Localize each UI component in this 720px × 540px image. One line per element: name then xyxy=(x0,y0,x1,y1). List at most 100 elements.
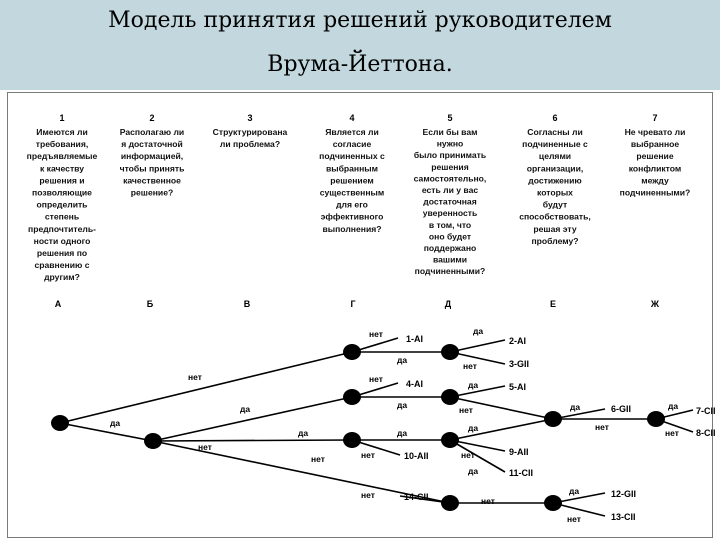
slide-title-line-2: Врума-Йеттона. xyxy=(267,52,453,77)
question-number: 6 xyxy=(552,113,557,123)
decision-node xyxy=(441,432,459,448)
title-band xyxy=(0,0,720,90)
question-text-line: нужно xyxy=(437,139,464,149)
no-label: нет xyxy=(595,422,609,432)
question-text-line: я достаточной xyxy=(121,139,183,149)
question-4: 4 Является ли согласие подчиненных с выбранн… xyxy=(319,113,385,234)
no-label: нет xyxy=(459,405,473,415)
outcome-label: 6-GII xyxy=(611,404,631,414)
question-text-line: подчиненными? xyxy=(415,266,486,276)
yes-label: да xyxy=(468,466,478,476)
tree-edge xyxy=(59,351,353,424)
outcome-label: 9-AII xyxy=(509,447,529,457)
question-text-line: Не чревато ли xyxy=(625,127,686,137)
question-text-line: решение xyxy=(636,151,673,161)
no-label: нет xyxy=(369,329,383,339)
tree-edge xyxy=(59,422,154,442)
column-label: Д xyxy=(445,299,452,309)
question-text-line: для его xyxy=(336,200,368,210)
question-text-line: степень xyxy=(45,212,79,222)
question-text-line: Если бы вам xyxy=(423,127,478,137)
question-text-line: предпочтитель- xyxy=(28,224,96,234)
tree-edge xyxy=(152,396,353,442)
outcome-label: 4-AI xyxy=(406,379,423,389)
column-label: Ж xyxy=(650,299,660,309)
question-text-line: подчиненными? xyxy=(620,188,691,198)
yes-label: да xyxy=(668,401,678,411)
yes-label: да xyxy=(569,486,579,496)
decision-node xyxy=(544,411,562,427)
outcome-label: 5-AI xyxy=(509,382,526,392)
outcome-label: 11-CII xyxy=(509,468,533,478)
yes-label: да xyxy=(473,326,483,336)
tree-edge xyxy=(152,439,353,442)
question-text-line: подчиненные с xyxy=(522,139,588,149)
question-text-line: целями xyxy=(539,151,571,161)
no-label: нет xyxy=(361,490,375,500)
decision-node xyxy=(441,389,459,405)
column-label: Е xyxy=(550,299,556,309)
decision-node xyxy=(343,389,361,405)
question-text-line: в том, что xyxy=(429,220,471,230)
question-text-line: выполнения? xyxy=(322,224,381,234)
edge-labels: нет да да нет да нет нет да да нет нет да да нет нет да… xyxy=(110,326,679,524)
question-text-line: ли проблема? xyxy=(220,139,280,149)
outcome-label: 13-CII xyxy=(611,512,636,522)
no-label: нет xyxy=(461,450,475,460)
tree-edge xyxy=(449,418,554,441)
slide-title-line-1: Модель принятия решений руководителем xyxy=(108,8,612,33)
tree-edge xyxy=(449,439,506,452)
question-number: 4 xyxy=(349,113,354,123)
question-number: 3 xyxy=(247,113,252,123)
question-2: 2 Располагаю ли я достаточной информацией, ч… xyxy=(120,113,185,198)
question-text-line: Располагаю ли xyxy=(120,127,184,137)
question-text-line: решая эту xyxy=(533,224,576,234)
question-number: 5 xyxy=(447,113,452,123)
question-text-line: которых xyxy=(537,188,573,198)
question-text-line: существенным xyxy=(320,188,385,198)
outcome-label: 10-AII xyxy=(404,451,429,461)
question-text-line: предъявляемые xyxy=(27,151,98,161)
tree-edge xyxy=(449,339,506,353)
yes-label: да xyxy=(298,428,308,438)
no-label: нет xyxy=(188,372,202,382)
question-text-line: конфликтом xyxy=(629,163,682,173)
question-text-line: выбранным xyxy=(326,163,378,173)
column-label: А xyxy=(55,299,62,309)
yes-label: да xyxy=(397,428,407,438)
question-text-line: будут xyxy=(543,200,567,210)
decision-node xyxy=(647,411,665,427)
question-text-line: согласие xyxy=(333,139,372,149)
question-text-line: было принимать xyxy=(414,150,486,160)
no-label: нет xyxy=(463,361,477,371)
outcome-label: 14-CII xyxy=(404,492,429,502)
question-text-line: достижению xyxy=(528,175,581,185)
yes-label: да xyxy=(397,355,407,365)
no-label: нет xyxy=(665,428,679,438)
yes-label: да xyxy=(240,404,250,414)
tree-edge xyxy=(449,396,554,420)
tree-edge xyxy=(152,440,451,504)
question-text-line: информацией, xyxy=(121,151,183,161)
question-text-line: самостоятельно, xyxy=(414,173,487,183)
decision-node xyxy=(51,415,69,431)
yes-label: да xyxy=(110,418,120,428)
outcome-label: 12-GII xyxy=(611,489,636,499)
question-text-line: решения xyxy=(431,162,468,172)
question-text-line: решения по xyxy=(37,248,87,258)
decision-node xyxy=(343,432,361,448)
column-labels: А Б В Г Д Е Ж xyxy=(55,299,660,309)
question-text-line: чтобы принять xyxy=(120,163,185,173)
question-text-line: к качеству xyxy=(40,163,84,173)
outcome-labels: 1-AI 2-AI 3-GII 4-AI 5-AI 6-GII 7-CII 8-CII 9-AI… xyxy=(404,334,716,522)
outcome-label: 7-CII xyxy=(696,406,716,416)
question-7: 7 Не чревато ли выбранное решение конфликтом… xyxy=(620,113,691,198)
column-label: Б xyxy=(147,299,154,309)
question-text-line: уверенность xyxy=(423,208,478,218)
tree-edge xyxy=(449,385,506,398)
decision-node xyxy=(343,344,361,360)
question-number: 1 xyxy=(59,113,64,123)
yes-label: да xyxy=(397,400,407,410)
question-6: 6 Согласны ли подчиненные с целями организац… xyxy=(519,113,591,246)
